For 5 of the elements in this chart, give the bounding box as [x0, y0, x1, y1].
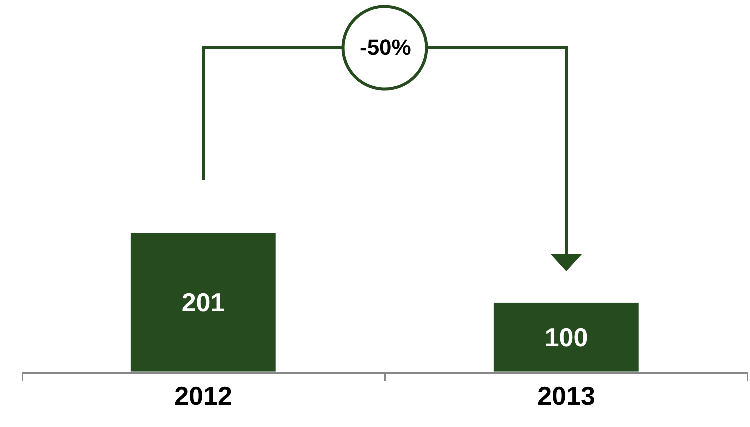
data-label: 100 — [544, 322, 588, 352]
x-tick-label: 2012 — [174, 381, 232, 412]
text: -50% — [360, 35, 412, 60]
data-label: 201 — [182, 288, 226, 318]
x-tick-label: 2013 — [538, 381, 596, 412]
